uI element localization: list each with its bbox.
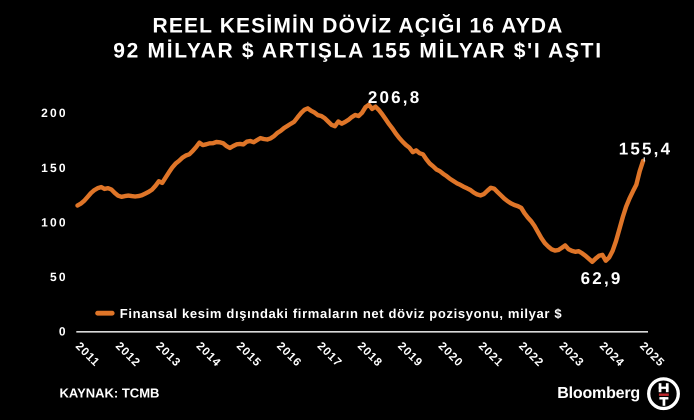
svg-text:92 MİLYAR $ ARTIŞLA 155 MİLYAR: 92 MİLYAR $ ARTIŞLA 155 MİLYAR $'I AŞTI	[113, 39, 603, 62]
svg-text:206,8: 206,8	[368, 88, 422, 107]
svg-text:0: 0	[59, 325, 68, 339]
svg-text:50: 50	[50, 270, 68, 284]
svg-text:100: 100	[41, 215, 68, 229]
svg-text:155,4: 155,4	[619, 140, 673, 159]
svg-text:200: 200	[41, 106, 68, 120]
svg-text:KAYNAK: TCMB: KAYNAK: TCMB	[60, 385, 160, 400]
svg-text:Finansal kesim dışındaki firma: Finansal kesim dışındaki firmaların net …	[120, 306, 563, 321]
svg-text:Bloomberg: Bloomberg	[557, 385, 640, 402]
svg-text:62,9: 62,9	[581, 269, 623, 288]
svg-text:REEL KESİMİN DÖVİZ AÇIĞI 16 AY: REEL KESİMİN DÖVİZ AÇIĞI 16 AYDA	[153, 13, 564, 37]
svg-text:150: 150	[41, 161, 68, 175]
